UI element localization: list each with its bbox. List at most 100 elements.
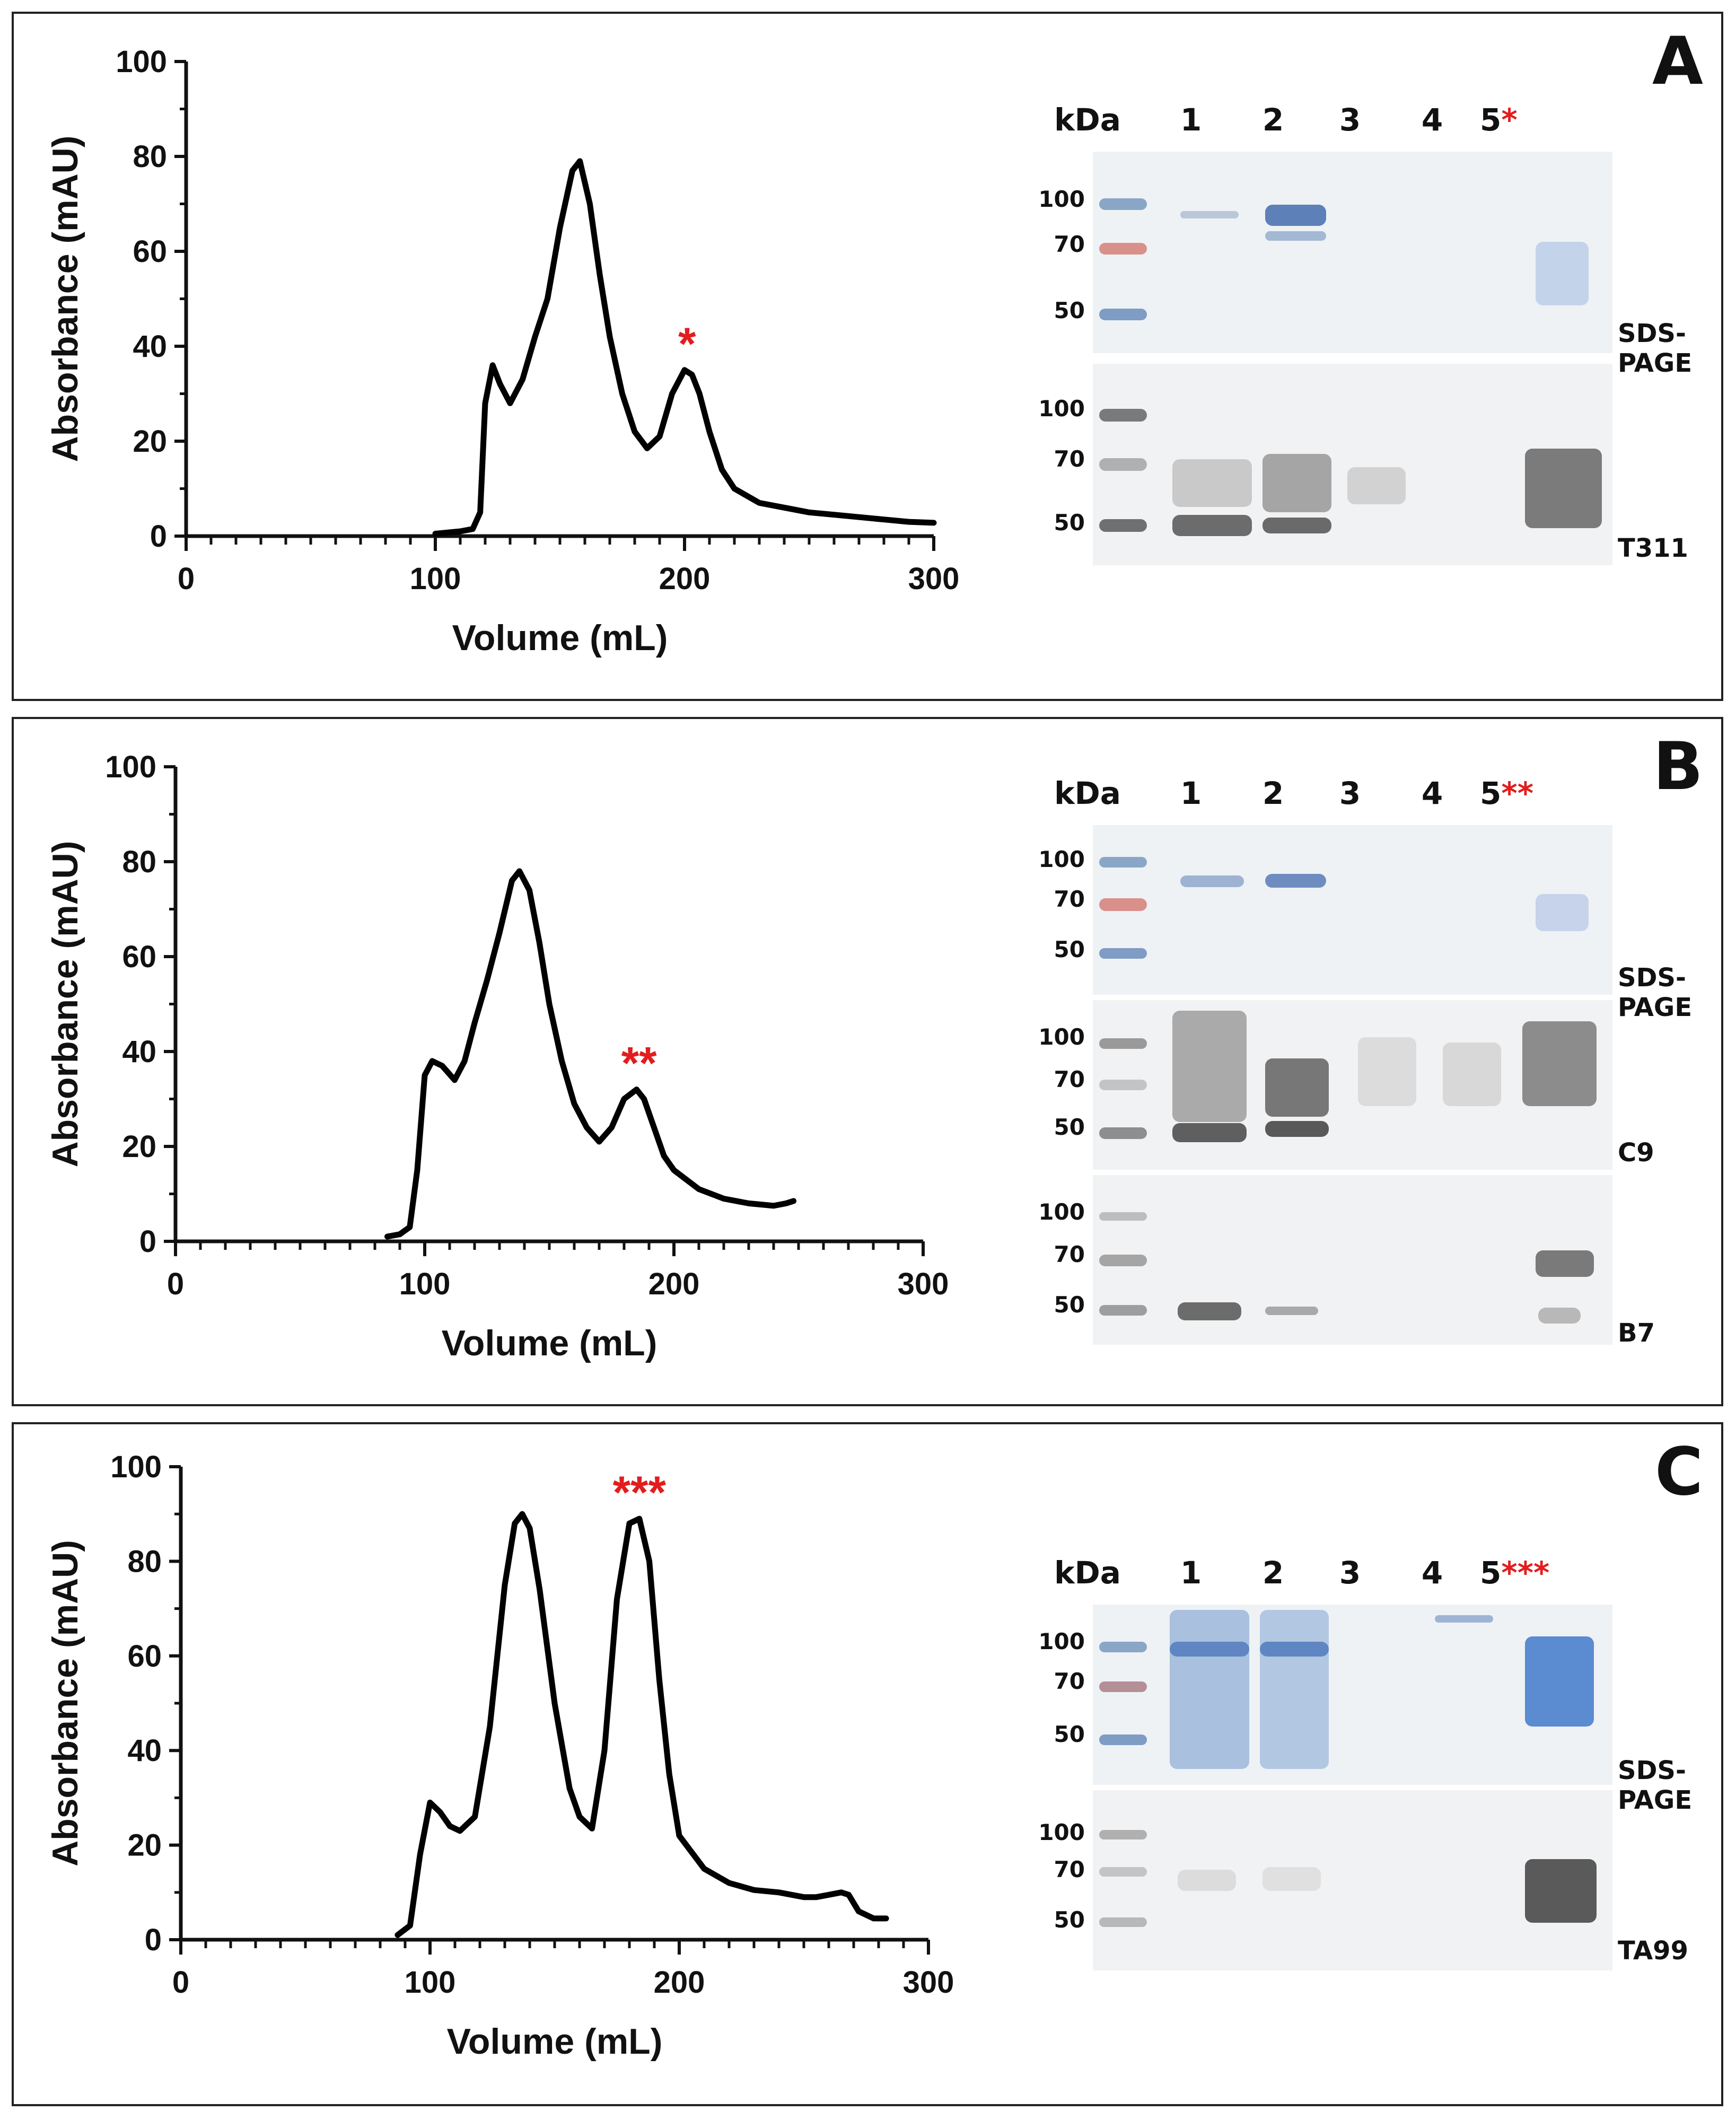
peak-star-marker: *** bbox=[1501, 1555, 1550, 1591]
lane-label-3: 3 bbox=[1339, 102, 1361, 138]
x-axis-title: Volume (mL) bbox=[452, 618, 668, 658]
ladder-band bbox=[1099, 1830, 1147, 1839]
gel-strip-sds-page bbox=[1093, 825, 1612, 995]
lane-band bbox=[1262, 1867, 1321, 1891]
x-tick-label: 200 bbox=[648, 1267, 700, 1301]
mw-marker-50: 50 bbox=[1054, 297, 1085, 323]
y-axis-title: Absorbance (mAU) bbox=[45, 136, 85, 462]
y-tick-label: 20 bbox=[133, 424, 167, 459]
peak-star-marker: ** bbox=[1501, 775, 1534, 811]
lane-band bbox=[1172, 1123, 1247, 1142]
lane-band bbox=[1265, 205, 1326, 226]
gel-strip-sds-page bbox=[1093, 152, 1612, 353]
x-tick-label: 0 bbox=[167, 1267, 184, 1301]
mw-marker-50: 50 bbox=[1054, 1292, 1085, 1318]
lane-band bbox=[1170, 1642, 1249, 1657]
lane-band bbox=[1536, 1250, 1594, 1277]
mw-marker-50: 50 bbox=[1054, 1114, 1085, 1140]
chromatogram-a: 0 20 40 60 80 100 0 100 200 300 Volume (mL) Absorba… bbox=[45, 45, 960, 658]
lane-label-1: 1 bbox=[1180, 102, 1202, 138]
lane-band bbox=[1265, 1307, 1318, 1315]
lane-band bbox=[1358, 1037, 1416, 1106]
y-tick-label: 60 bbox=[122, 940, 156, 974]
mw-marker-100: 100 bbox=[1038, 1199, 1085, 1225]
ladder-band bbox=[1099, 1305, 1147, 1316]
panel-a: A 0 20 40 60 80 100 0 100 200 300 Volume (mL) Absor… bbox=[12, 12, 1723, 701]
ladder-band bbox=[1099, 1038, 1147, 1049]
lane-label-5: 5* bbox=[1480, 102, 1518, 138]
lane-label-2: 2 bbox=[1262, 1555, 1284, 1591]
ladder-band bbox=[1099, 243, 1147, 255]
chromatogram-c: 0 20 40 60 80 100 0 100 200 300 Volume (mL) Absorba… bbox=[45, 1450, 954, 2062]
ladder-band bbox=[1099, 409, 1147, 422]
gel-strip-c9 bbox=[1093, 1000, 1612, 1170]
strip-label: T311 bbox=[1618, 533, 1688, 563]
x-axis-title: Volume (mL) bbox=[447, 2021, 663, 2062]
lane-band bbox=[1435, 1615, 1493, 1623]
strip-label: SDS-PAGE bbox=[1618, 963, 1693, 1022]
x-tick-label: 300 bbox=[903, 1965, 954, 2000]
x-tick-label: 100 bbox=[405, 1965, 456, 2000]
ladder-band bbox=[1099, 948, 1147, 959]
gel-strip-sds-page bbox=[1093, 1605, 1612, 1785]
y-tick-label: 40 bbox=[122, 1035, 156, 1069]
lane-band bbox=[1260, 1642, 1329, 1657]
lane-label-5: 5** bbox=[1480, 775, 1534, 811]
mw-marker-100: 100 bbox=[1038, 1819, 1085, 1845]
lane-label-3: 3 bbox=[1339, 1555, 1361, 1591]
strip-label: TA99 bbox=[1618, 1936, 1688, 1966]
x-tick-label: 0 bbox=[172, 1965, 189, 2000]
mw-marker-100: 100 bbox=[1038, 1628, 1085, 1654]
y-tick-label: 80 bbox=[122, 845, 156, 879]
lane-band bbox=[1525, 449, 1602, 528]
ladder-band bbox=[1099, 198, 1147, 210]
y-tick-label: 100 bbox=[105, 750, 156, 784]
ladder-band bbox=[1099, 1080, 1147, 1090]
lane-band bbox=[1538, 1308, 1581, 1324]
y-tick-label: 0 bbox=[139, 1224, 156, 1259]
x-tick-label: 100 bbox=[410, 562, 461, 596]
lane-band bbox=[1178, 1302, 1241, 1320]
x-tick-label: 100 bbox=[399, 1267, 451, 1301]
ladder-band bbox=[1099, 1212, 1147, 1221]
lane-band bbox=[1170, 1610, 1249, 1769]
strip-label: C9 bbox=[1618, 1138, 1654, 1168]
lane-band bbox=[1265, 874, 1326, 888]
x-tick-label: 300 bbox=[908, 562, 960, 596]
peak-annotation: ** bbox=[621, 1038, 657, 1089]
lane-band bbox=[1180, 875, 1244, 887]
lane-label-4: 4 bbox=[1421, 1555, 1443, 1591]
y-tick-label: 20 bbox=[127, 1828, 162, 1863]
chromatogram-b: 0 20 40 60 80 100 0 100 200 300 Volume (mL) Absorba… bbox=[45, 750, 949, 1363]
mw-marker-70: 70 bbox=[1054, 1241, 1085, 1267]
lane-label-4: 4 bbox=[1421, 102, 1443, 138]
lane-band bbox=[1172, 1011, 1247, 1122]
lane-label-4: 4 bbox=[1421, 775, 1443, 811]
chromatogram-trace bbox=[432, 158, 937, 537]
mw-marker-70: 70 bbox=[1054, 1856, 1085, 1882]
gel-strip-t311 bbox=[1093, 364, 1612, 565]
kda-label: kDa bbox=[1054, 102, 1121, 138]
lane-band bbox=[1172, 515, 1252, 536]
y-tick-label: 20 bbox=[122, 1129, 156, 1164]
lane-band bbox=[1178, 1870, 1236, 1891]
lane-label-5: 5*** bbox=[1480, 1555, 1550, 1591]
lane-band bbox=[1525, 1859, 1597, 1923]
mw-marker-70: 70 bbox=[1054, 1066, 1085, 1092]
blot-c: kDa 1 2 3 4 5*** 100 70 50 SDS-PAGE 100 … bbox=[995, 1552, 1700, 2029]
ladder-band bbox=[1099, 898, 1147, 911]
mw-marker-100: 100 bbox=[1038, 1024, 1085, 1050]
mw-marker-50: 50 bbox=[1054, 1907, 1085, 1933]
mw-marker-100: 100 bbox=[1038, 186, 1085, 212]
kda-label: kDa bbox=[1054, 775, 1121, 811]
panel-letter: A bbox=[1652, 23, 1703, 100]
mw-marker-50: 50 bbox=[1054, 1721, 1085, 1747]
lane-band bbox=[1262, 518, 1331, 533]
mw-marker-70: 70 bbox=[1054, 231, 1085, 257]
lane-band bbox=[1525, 1636, 1594, 1727]
lane-label-1: 1 bbox=[1180, 775, 1202, 811]
mw-marker-50: 50 bbox=[1054, 936, 1085, 962]
peak-star-marker: * bbox=[1501, 102, 1518, 138]
lane-header: kDa 1 2 3 4 5* bbox=[995, 99, 1700, 141]
panel-letter: B bbox=[1653, 729, 1703, 805]
